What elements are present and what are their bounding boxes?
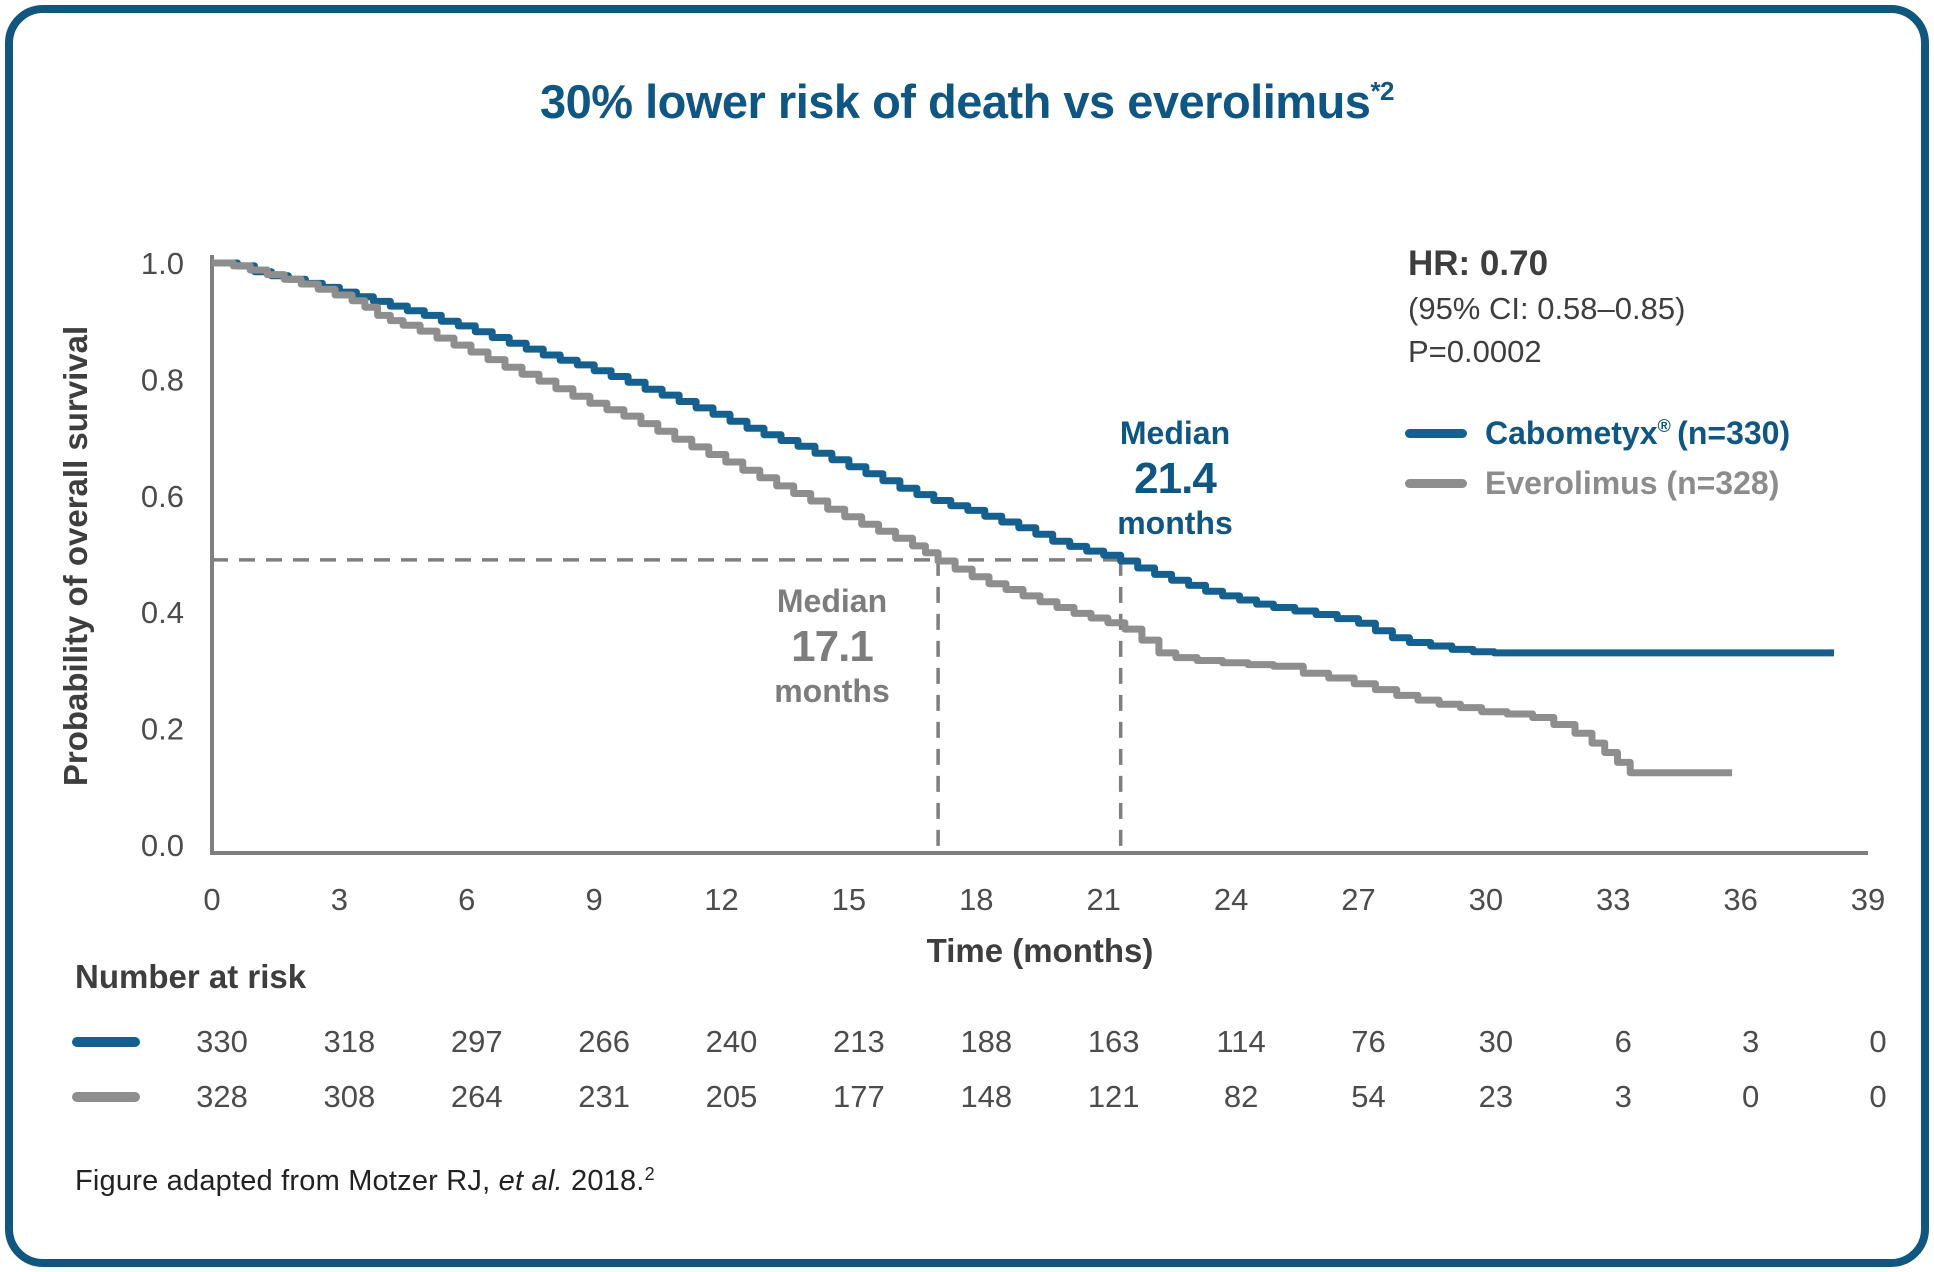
risk-count: 82 [1224,1079,1258,1114]
risk-count: 177 [833,1079,885,1114]
risk-count: 0 [1742,1079,1759,1114]
legend-item-cabometyx: Cabometyx® (n=330) [1405,408,1790,458]
x-tick-label: 36 [1723,882,1757,917]
median-value: 17.1 [791,621,874,671]
source-note-superscript: 2 [644,1164,655,1184]
risk-count: 318 [324,1024,376,1059]
risk-count: 0 [1869,1024,1886,1059]
chart-title-superscript: *2 [1370,76,1395,106]
legend-line-swatch [1405,478,1467,488]
number-at-risk-header: Number at risk [75,958,307,995]
source-note-prefix: Figure adapted from Motzer RJ, [75,1165,499,1197]
risk-count: 54 [1351,1079,1385,1114]
risk-count: 163 [1088,1024,1140,1059]
p-value-text: P=0.0002 [1408,334,1542,370]
risk-count: 0 [1869,1079,1886,1114]
y-tick-label: 0.8 [141,362,184,397]
chart-title-text: 30% lower risk of death vs everolimus [539,75,1371,128]
risk-count: 213 [833,1024,885,1059]
legend-label: Everolimus (n=328) [1485,464,1780,501]
y-axis-label: Probability of overall survival [57,325,94,787]
legend-label: Cabometyx® (n=330) [1485,414,1791,451]
x-tick-label: 15 [832,882,866,917]
figure-source-note: Figure adapted from Motzer RJ, et al. 20… [75,1164,655,1198]
survival-curve-everolimus [212,259,1733,777]
risk-count: 264 [451,1079,503,1114]
risk-count: 121 [1088,1079,1140,1114]
x-tick-label: 33 [1596,882,1630,917]
confidence-interval-text: (95% CI: 0.58–0.85) [1408,291,1686,327]
median-annotation-cabometyx: Median 21.4 months [1117,415,1233,542]
x-tick-label: 27 [1341,882,1375,917]
risk-count: 231 [578,1079,630,1114]
x-tick-label: 9 [586,882,603,917]
y-tick-label: 0.6 [141,479,184,514]
risk-count: 266 [578,1024,630,1059]
risk-count: 330 [196,1024,248,1059]
legend-item-everolimus: Everolimus (n=328) [1405,458,1790,508]
chart-title: 30% lower risk of death vs everolimus*2 [0,74,1934,129]
x-axis-label: Time (months) [926,932,1154,969]
risk-count: 188 [960,1024,1012,1059]
risk-count: 328 [196,1079,248,1114]
survival-curve-cabometyx [212,259,1834,657]
x-tick-label: 12 [704,882,738,917]
y-tick-label: 0.4 [141,595,184,630]
risk-count: 6 [1615,1024,1632,1059]
risk-count: 3 [1742,1024,1759,1059]
median-unit: months [1117,504,1233,541]
risk-count: 308 [324,1079,376,1114]
risk-count: 3 [1615,1079,1632,1114]
risk-count: 23 [1479,1079,1513,1114]
source-note-italic: et al. [498,1165,563,1197]
y-tick-label: 1.0 [141,246,184,281]
x-tick-label: 0 [203,882,220,917]
median-word: Median [1119,415,1231,451]
x-tick-label: 39 [1851,882,1885,917]
y-tick-label: 0.2 [141,712,184,747]
risk-count: 30 [1479,1024,1513,1059]
risk-count: 76 [1351,1024,1385,1059]
risk-count: 297 [451,1024,503,1059]
median-unit: months [774,672,890,709]
x-tick-label: 21 [1086,882,1120,917]
risk-count: 114 [1216,1024,1265,1059]
legend-line-swatch [1405,428,1467,438]
hazard-ratio-text: HR: 0.70 [1408,244,1549,283]
x-tick-label: 6 [458,882,475,917]
x-tick-label: 24 [1214,882,1248,917]
risk-count: 148 [960,1079,1012,1114]
x-tick-label: 3 [331,882,348,917]
x-tick-label: 30 [1469,882,1503,917]
median-annotation-everolimus: Median 17.1 months [774,583,890,710]
legend: Cabometyx® (n=330) Everolimus (n=328) [1405,408,1790,508]
risk-count: 205 [706,1079,758,1114]
risk-count: 240 [706,1024,758,1059]
median-value: 21.4 [1134,453,1217,503]
median-word: Median [776,583,888,619]
x-tick-label: 18 [959,882,993,917]
y-tick-label: 0.0 [141,828,184,863]
source-note-suffix: 2018. [562,1165,645,1197]
stats-block: HR: 0.70 (95% CI: 0.58–0.85) P=0.0002 [1408,240,1685,374]
